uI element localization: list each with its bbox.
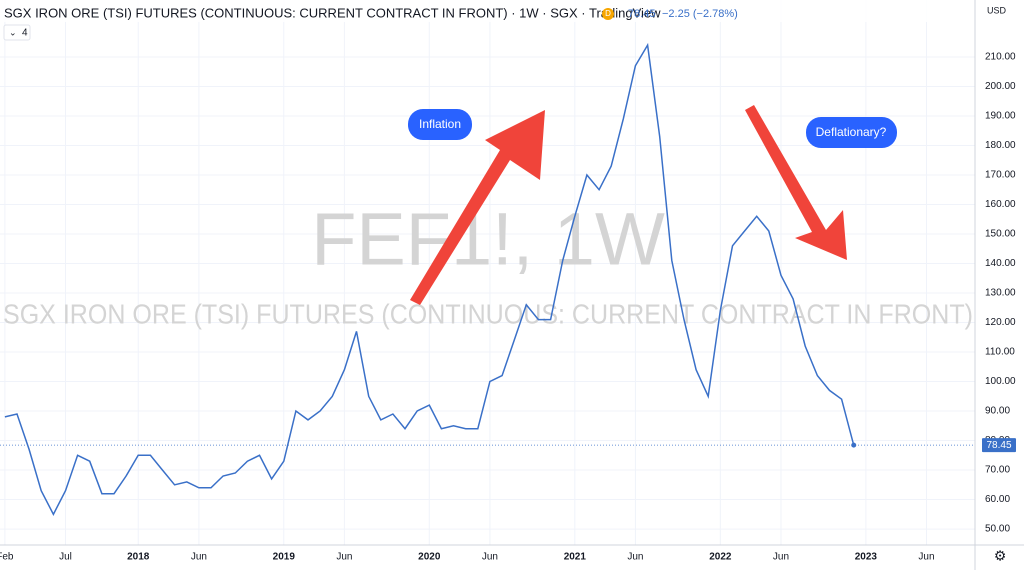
x-tick-label: Jun bbox=[191, 552, 207, 563]
y-tick-label: 140.00 bbox=[985, 258, 1016, 269]
x-tick-label: 2022 bbox=[709, 552, 732, 563]
y-tick-label: 150.00 bbox=[985, 229, 1016, 240]
y-tick-label: 180.00 bbox=[985, 140, 1016, 151]
plot bbox=[0, 42, 975, 516]
title: SGX IRON ORE (TSI) FUTURES (CONTINUOUS: … bbox=[4, 5, 661, 20]
x-tick-label: Jun bbox=[773, 552, 789, 563]
x-tick-label: Jul bbox=[59, 552, 72, 563]
x-tick-label: 2021 bbox=[564, 552, 587, 563]
price-tag-label: 78.45 bbox=[986, 440, 1011, 451]
indicator-toggle[interactable] bbox=[3, 24, 31, 41]
last-price: 78.45 bbox=[628, 8, 656, 20]
y-tick-label: 190.00 bbox=[985, 111, 1016, 122]
price-line bbox=[4, 42, 855, 516]
arrow-down bbox=[745, 105, 847, 260]
y-tick-label: 110.00 bbox=[985, 347, 1015, 358]
y-tick-label: 100.00 bbox=[985, 376, 1016, 387]
y-tick-label: 200.00 bbox=[985, 81, 1016, 92]
price-change: −2.25 (−2.78%) bbox=[662, 8, 738, 20]
price-tag bbox=[982, 438, 1016, 453]
x-tick-label: Jun bbox=[482, 552, 498, 563]
x-tick-label: Jun bbox=[918, 552, 934, 563]
x-tick-label: 2020 bbox=[418, 552, 441, 563]
y-tick-label: 50.00 bbox=[985, 524, 1010, 535]
x-tick-label: 2018 bbox=[127, 552, 150, 563]
y-tick-label: 90.00 bbox=[985, 406, 1010, 417]
last-point bbox=[851, 442, 857, 448]
badge bbox=[602, 8, 614, 20]
header-bg bbox=[0, 0, 975, 22]
axes: 50.0060.0070.0080.0090.00100.00110.00120… bbox=[0, 52, 1016, 563]
settings-icon[interactable]: ⚙ bbox=[994, 548, 1007, 564]
callout bbox=[408, 109, 472, 140]
indicator-count: 4 bbox=[22, 28, 28, 39]
y-tick-label: 130.00 bbox=[985, 288, 1016, 299]
callout-text: Inflation bbox=[419, 117, 461, 131]
y-tick-label: 160.00 bbox=[985, 199, 1016, 210]
arrow-up bbox=[410, 110, 545, 305]
y-tick-label: 210.00 bbox=[985, 52, 1016, 63]
y-tick-label: 120.00 bbox=[985, 317, 1016, 328]
callout-text: Deflationary? bbox=[816, 125, 887, 139]
x-tick-label: Feb bbox=[0, 552, 14, 563]
x-tick-label: 2019 bbox=[273, 552, 296, 563]
x-tick-label: 2023 bbox=[855, 552, 878, 563]
currency[interactable]: USD bbox=[987, 5, 1007, 15]
chevron: ⌄ bbox=[9, 27, 17, 37]
callout bbox=[806, 117, 897, 148]
x-tick-label: Jun bbox=[627, 552, 643, 563]
watermark-name: SGX IRON ORE (TSI) FUTURES (CONTINUOUS: … bbox=[3, 298, 973, 329]
y-tick-label: 70.00 bbox=[985, 465, 1010, 476]
y-tick-label: 170.00 bbox=[985, 170, 1016, 181]
x-tick-label: Jun bbox=[336, 552, 352, 563]
y-tick-label: 60.00 bbox=[985, 494, 1010, 505]
watermark-symbol: FEF1!, 1W bbox=[311, 198, 665, 281]
badge-text: D bbox=[605, 9, 611, 18]
